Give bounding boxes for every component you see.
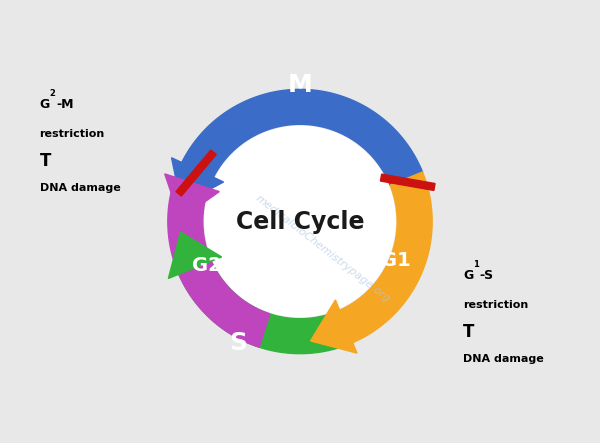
Text: medicalbioChemistrypage.org: medicalbioChemistrypage.org [254,193,392,304]
Polygon shape [172,158,224,205]
Text: restriction: restriction [463,300,529,310]
Text: G: G [463,269,473,283]
Text: Cell Cycle: Cell Cycle [236,210,364,233]
Text: DNA damage: DNA damage [463,354,544,365]
Polygon shape [311,300,357,353]
Text: -S: -S [479,269,494,283]
Polygon shape [168,172,270,347]
Circle shape [205,126,395,317]
Polygon shape [176,150,216,196]
Polygon shape [175,252,341,354]
Polygon shape [165,174,220,219]
Polygon shape [380,174,435,190]
Polygon shape [178,89,422,185]
Text: -M: -M [56,98,73,111]
Text: G: G [40,98,50,111]
Text: DNA damage: DNA damage [40,183,121,194]
Text: 1: 1 [473,260,479,269]
Text: G2: G2 [192,256,221,275]
Text: 2: 2 [50,89,56,98]
Polygon shape [169,232,221,279]
Text: restriction: restriction [40,129,105,139]
Text: M: M [287,74,313,97]
Polygon shape [330,172,432,347]
Text: S: S [229,331,247,355]
Text: T: T [463,323,475,341]
Text: T: T [40,152,51,170]
Text: G1: G1 [380,251,410,270]
